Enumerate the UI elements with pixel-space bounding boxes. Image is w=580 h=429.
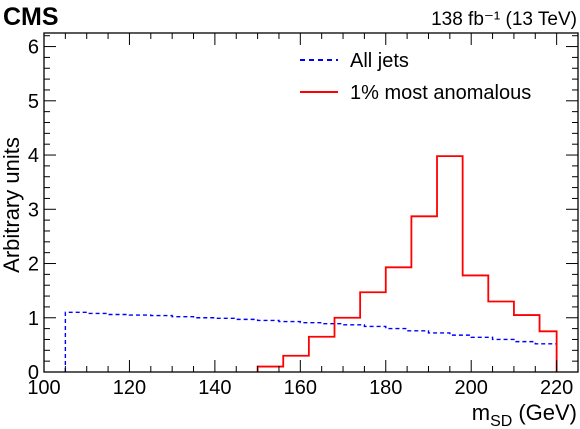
series-layer [64, 155, 558, 372]
y-tick-label-2: 2 [28, 254, 39, 276]
y-tick-label-1: 1 [28, 308, 39, 330]
lumi-label: 138 fb⁻¹ (13 TeV) [431, 9, 577, 30]
x-axis-label-sub: SD [490, 413, 512, 429]
y-tick-label-6: 6 [28, 37, 39, 59]
experiment-label: CMS [3, 3, 59, 31]
x-tick-label-120: 120 [113, 377, 146, 399]
x-tick-label-220: 220 [540, 377, 573, 399]
y-tick-label-0: 0 [28, 362, 39, 384]
y-axis-label: Arbitrary units [0, 137, 24, 273]
x-tick-label-100: 100 [27, 377, 60, 399]
y-tick-label-4: 4 [28, 145, 39, 167]
series-line-0 [64, 311, 558, 372]
x-axis-label-unit: (GeV) [518, 400, 577, 425]
legend-label-all-jets: All jets [350, 50, 409, 72]
x-tick-label-180: 180 [369, 377, 402, 399]
legend-label-anomalous: 1% most anomalous [350, 82, 531, 104]
legend: All jets 1% most anomalous [300, 50, 531, 104]
y-tick-label-3: 3 [28, 199, 39, 221]
x-tick-label-160: 160 [284, 377, 317, 399]
axis-layer: 100 120 140 160 180 200 220 0 1 2 3 4 5 6 [27, 33, 579, 399]
x-tick-label-140: 140 [198, 377, 231, 399]
series-line-1 [256, 155, 558, 372]
x-axis-label: mSD (GeV) [472, 400, 577, 429]
x-tick-label-200: 200 [455, 377, 488, 399]
x-axis-label-main: m [472, 400, 490, 425]
y-tick-label-5: 5 [28, 91, 39, 113]
plot-frame [43, 32, 579, 373]
